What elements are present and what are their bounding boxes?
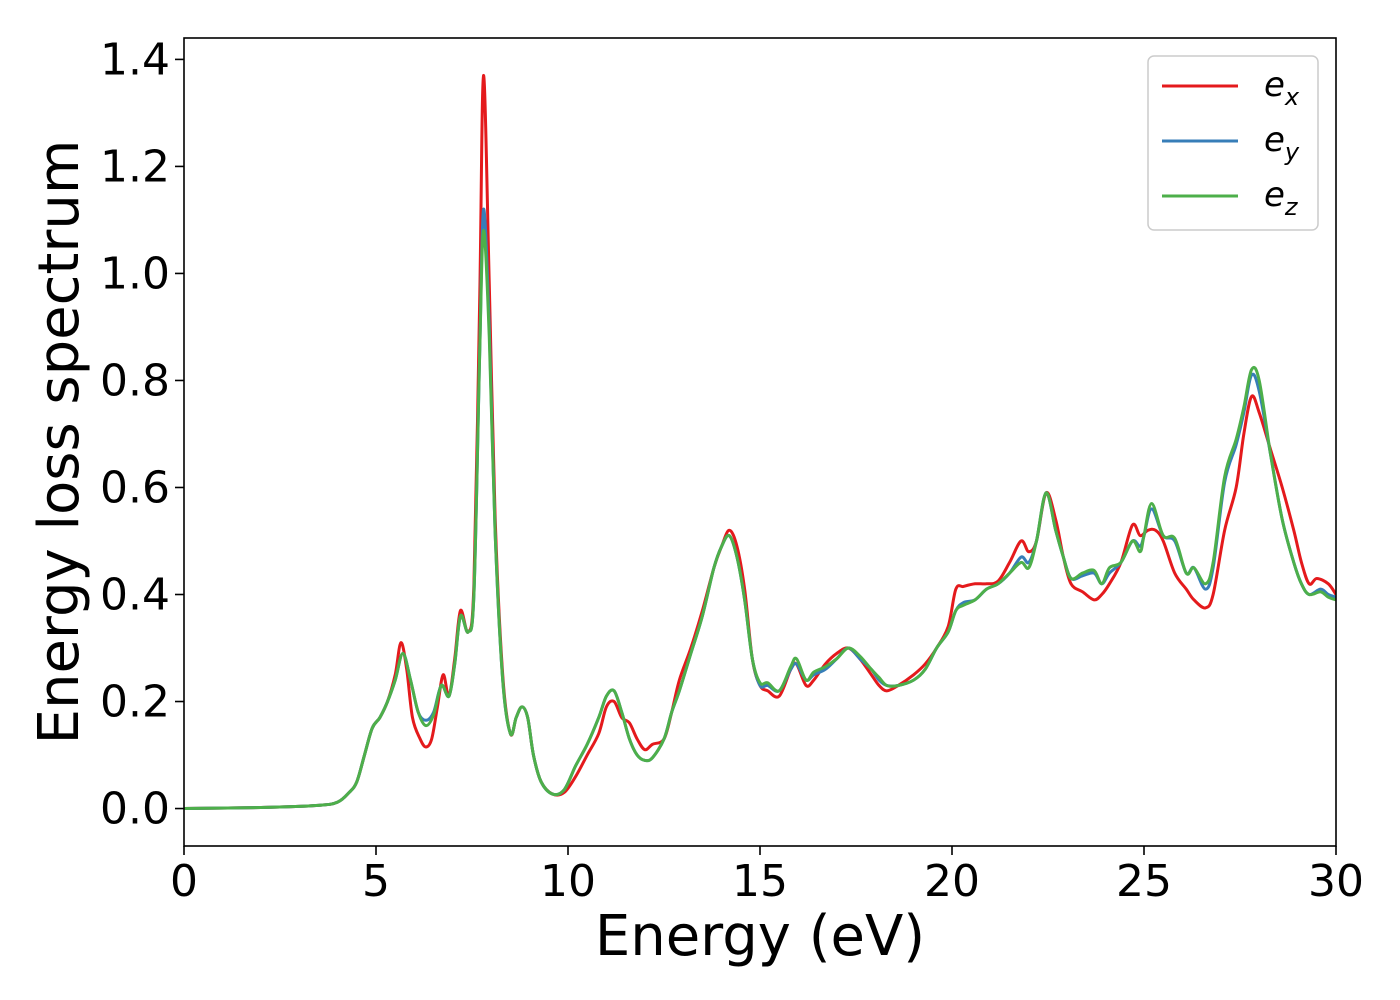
y-axis-title: Energy loss spectrum — [27, 140, 92, 745]
x-tick-label: 20 — [924, 856, 980, 907]
legend-label-e-z: ez — [1264, 175, 1299, 221]
series-line-e-z — [184, 229, 1336, 811]
legend-box — [1147, 55, 1319, 231]
plot-series-group — [184, 73, 1336, 811]
y-tick-label: 0.4 — [100, 570, 170, 621]
x-tick-label: 0 — [170, 856, 198, 907]
y-tick-label: 1.2 — [100, 141, 170, 192]
legend-label-e-y: ey — [1264, 120, 1300, 166]
x-axis-ticks: 0 5 10 15 20 25 30 — [170, 846, 1364, 907]
legend: ex ey ez — [1147, 55, 1319, 231]
x-tick-label: 10 — [540, 856, 596, 907]
y-axis-ticks: 0.0 0.2 0.4 0.6 0.8 1.0 1.2 1.4 — [100, 34, 184, 835]
x-axis-title: Energy (eV) — [595, 904, 925, 969]
plot-frame — [183, 37, 1337, 847]
x-tick-label: 5 — [362, 856, 390, 907]
legend-label-e-x: ex — [1264, 65, 1300, 111]
y-tick-label: 0.6 — [100, 462, 170, 513]
y-tick-label: 0.8 — [100, 355, 170, 406]
y-tick-label: 1.4 — [100, 34, 170, 85]
x-tick-label: 15 — [732, 856, 788, 907]
y-tick-label: 0.0 — [100, 784, 170, 835]
y-tick-label: 0.2 — [100, 677, 170, 728]
y-tick-label: 1.0 — [100, 248, 170, 299]
x-tick-label: 25 — [1116, 856, 1172, 907]
series-line-e-y — [184, 207, 1336, 811]
x-tick-label: 30 — [1308, 856, 1364, 907]
